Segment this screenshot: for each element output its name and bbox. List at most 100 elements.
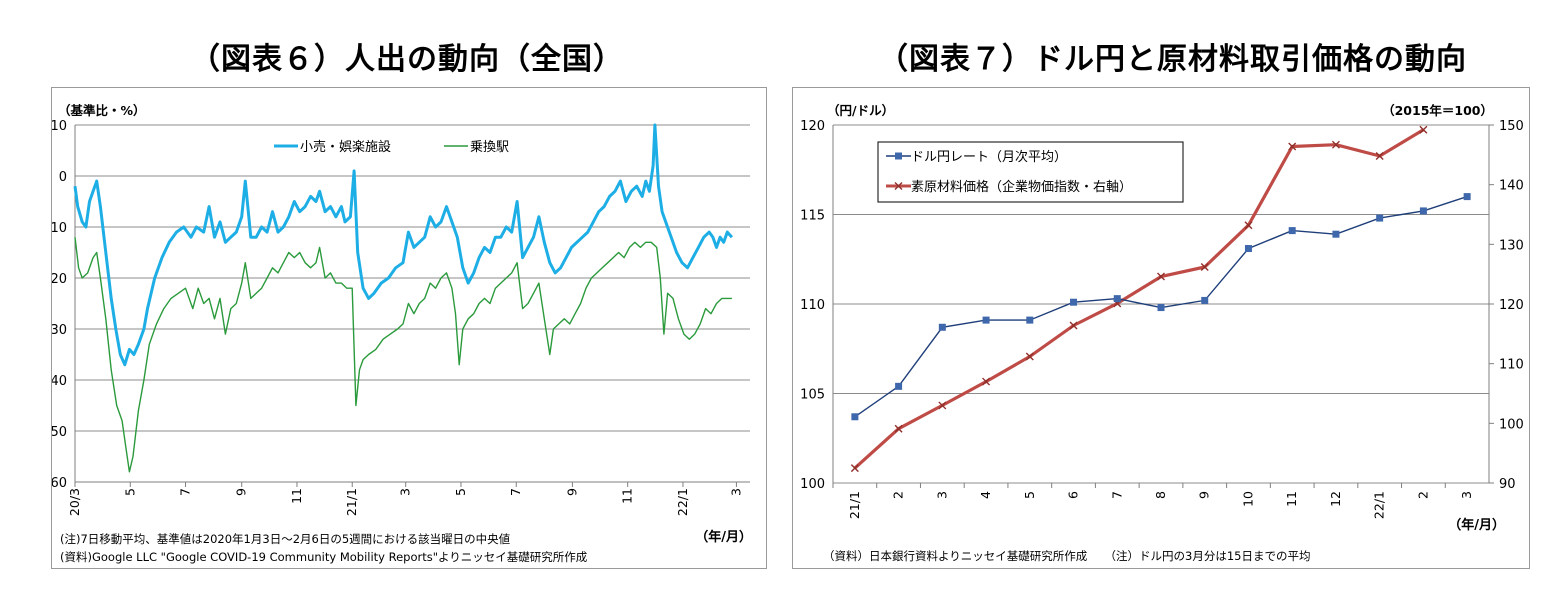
usdjpy-point [1419, 207, 1427, 215]
x-tick-label: 3 [934, 491, 949, 499]
y-tick-label: 110 [800, 298, 825, 313]
y-tick-label: 115 [800, 209, 825, 224]
right-note-1: （資料）日本銀行資料よりニッセイ基礎研究所作成 （注）ドル円の3月分は15日まで… [823, 549, 1311, 563]
y-tick-label: 100 [800, 477, 825, 492]
y2-tick-label: 140 [1499, 179, 1524, 194]
y-tick-label: -40 [52, 374, 67, 389]
x-tick-label: 11 [289, 488, 304, 504]
raw-materials-point [1331, 140, 1340, 149]
right-chart-title: （図表７）ドル円と原材料取引価格の動向 [878, 42, 1467, 77]
y2-tick-label: 110 [1499, 358, 1524, 373]
x-axis-label: （年/月） [1448, 517, 1505, 533]
usdjpy-point [1201, 296, 1209, 304]
x-tick-label: 2 [891, 491, 906, 499]
usdjpy-point [1376, 214, 1384, 222]
x-tick-label: 5 [122, 488, 137, 496]
left-note-2: (資料)Google LLC "Google COVID-19 Communit… [60, 550, 588, 564]
x-tick-label: 5 [1022, 491, 1037, 499]
raw-materials-point [982, 377, 991, 386]
legend-label: ドル円レート（月次平均） [911, 149, 1067, 165]
raw-materials-point [1244, 221, 1253, 230]
usdjpy-point [1463, 193, 1471, 201]
raw-materials-point [1069, 321, 1078, 330]
y-tick-label: -20 [52, 272, 67, 287]
y-tick-label: -50 [52, 425, 67, 440]
usdjpy-point [938, 323, 946, 331]
legend-marker-usdjpy [895, 152, 902, 160]
usdjpy-point [851, 413, 859, 421]
usdjpy-chart-panel: 120 115 110 105 100 150 140 130 120 110 100 90 21/1 2… [792, 87, 1530, 569]
y-tick-label: -30 [52, 323, 67, 338]
legend-marker-raw-materials [894, 182, 903, 190]
x-tick-label: 20/3 [67, 488, 82, 516]
x-tick-label: 22/1 [675, 488, 690, 516]
usdjpy-point [1244, 245, 1252, 253]
y2-tick-label: 150 [1499, 119, 1524, 134]
x-tick-label: 6 [1066, 491, 1081, 499]
y-tick-label: 105 [800, 388, 825, 403]
usdjpy-point [1070, 298, 1078, 306]
x-tick-label: 22/1 [1372, 491, 1387, 519]
legend-label: 小売・娯楽施設 [300, 139, 391, 155]
x-tick-label: 7 [1109, 491, 1124, 499]
x-tick-label: 2 [1415, 491, 1430, 499]
raw-materials-point [1200, 263, 1209, 272]
y2-tick-label: 130 [1499, 238, 1524, 253]
usdjpy-point [895, 382, 903, 390]
usdjpy-point [1157, 304, 1165, 312]
y-tick-label: 120 [800, 119, 825, 134]
left-note-1: (注)7日移動平均、基準値は2020年1月3日～2月6日の5週間における該当曜日… [60, 532, 511, 546]
raw-materials-point [894, 424, 903, 433]
legend-box [877, 141, 1184, 203]
left-chart-title: （図表６）人出の動向（全国） [190, 42, 624, 77]
y2-tick-label: 100 [1499, 417, 1524, 432]
x-tick-label: 21/1 [847, 491, 862, 519]
series-line-transit [74, 237, 732, 473]
x-tick-label: 4 [978, 491, 993, 499]
x-tick-label: 3 [398, 488, 413, 496]
x-tick-label: 8 [1153, 491, 1168, 499]
y2-tick-label: 90 [1499, 477, 1516, 492]
raw-materials-point [938, 401, 947, 410]
x-tick-label: 3 [728, 488, 743, 496]
y2-tick-label: 120 [1499, 298, 1524, 313]
y-tick-label: 0 [59, 170, 67, 185]
x-tick-label: 9 [1197, 491, 1212, 499]
raw-materials-point [1025, 352, 1034, 361]
raw-materials-point [1375, 152, 1384, 161]
series-line-retail [73, 123, 734, 367]
series-line-raw-materials [853, 128, 1425, 470]
usdjpy-point [1288, 227, 1296, 235]
x-tick-label: 11 [620, 488, 635, 504]
x-tick-label: 9 [234, 488, 249, 496]
x-tick-label: 9 [564, 488, 579, 496]
legend-label: 素原材料価格（企業物価指数・右軸） [911, 179, 1132, 195]
y-axis-label: （円/ドル） [827, 103, 894, 118]
y-tick-label: -60 [52, 476, 67, 491]
raw-materials-point [1288, 142, 1297, 151]
usdjpy-point [1026, 316, 1034, 324]
raw-materials-point [1419, 125, 1428, 134]
usdjpy-point [1332, 230, 1340, 238]
x-tick-label: 21/1 [344, 488, 359, 516]
x-tick-label: 5 [453, 488, 468, 496]
x-tick-label: 7 [178, 488, 193, 496]
y-axis-label: （基準比・%） [58, 103, 146, 118]
x-tick-label: 10 [1240, 491, 1255, 507]
usdjpy-point [982, 316, 990, 324]
x-tick-label: 3 [1459, 491, 1474, 499]
y2-axis-label: （2015年＝100） [1382, 103, 1493, 118]
y-tick-label: 10 [52, 119, 67, 134]
x-tick-label: 7 [508, 488, 523, 496]
x-tick-label: 12 [1328, 491, 1343, 507]
raw-materials-point [1157, 272, 1165, 281]
x-axis-label: （年/月） [695, 529, 752, 545]
x-tick-label: 11 [1284, 491, 1299, 507]
y-tick-label: -10 [52, 221, 67, 236]
raw-materials-point [850, 464, 859, 473]
legend-label: 乗換駅 [470, 140, 509, 155]
usdjpy-point [1113, 295, 1121, 303]
